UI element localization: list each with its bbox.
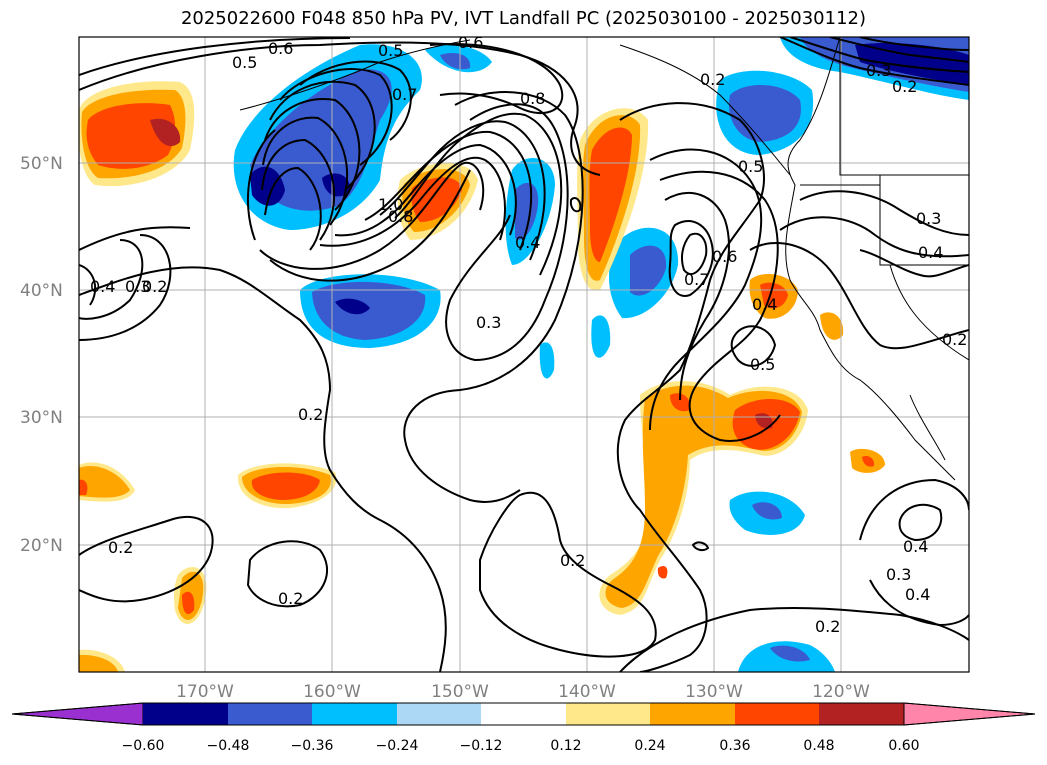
contour-label: 0.3 (886, 565, 911, 584)
longitude-labels: 170°W 160°W 150°W 140°W 130°W 120°W (176, 682, 870, 702)
contour-label: 0.4 (918, 243, 943, 262)
contour-label: 0.4 (515, 233, 540, 252)
contour-label: 0.2 (560, 551, 585, 570)
contour-label: 0.2 (278, 589, 303, 608)
colorbar-extend-max (903, 702, 1036, 726)
contour-label: 0.4 (90, 277, 115, 296)
contour-label: 0.3 (916, 209, 941, 228)
contour-label: 0.4 (903, 537, 928, 556)
colorbar: −0.60 −0.48 −0.36 −0.24 −0.12 0.12 0.24 … (11, 702, 1036, 754)
colorbar-segment (312, 703, 397, 725)
colorbar-segment (735, 703, 819, 725)
contour-label: 0.8 (520, 89, 545, 108)
lat-label: 30°N (20, 408, 63, 428)
contour-label: 0.3 (476, 313, 501, 332)
colorbar-tick-label: 0.12 (550, 738, 581, 754)
contour-label: 0.7 (684, 270, 709, 289)
colorbar-tick-label: −0.60 (122, 738, 165, 754)
contour-label: 0.2 (815, 617, 840, 636)
lat-label: 40°N (20, 281, 63, 301)
map-area (79, 37, 969, 672)
colorbar-tick-label: −0.12 (460, 738, 503, 754)
latitude-labels: 50°N 40°N 30°N 20°N (20, 154, 63, 556)
contour-label: 0.2 (108, 538, 133, 557)
colorbar-segment (143, 703, 228, 725)
lon-label: 140°W (558, 682, 616, 702)
pv-contours (79, 37, 969, 672)
colorbar-segment (228, 703, 312, 725)
contour-label: 0.6 (712, 247, 737, 266)
lon-label: 150°W (431, 682, 489, 702)
map-frame (78, 36, 970, 673)
colorbar-ticks: −0.60 −0.48 −0.36 −0.24 −0.12 0.12 0.24 … (122, 738, 920, 754)
contour-label: 0.2 (892, 77, 917, 96)
colorbar-segment (650, 703, 735, 725)
contour-label: 0.3 (125, 277, 150, 296)
coastlines (239, 37, 969, 481)
contour-label: 0.2 (700, 70, 725, 89)
contour-label: 0.5 (378, 41, 403, 60)
contour-label: 0.5 (738, 157, 763, 176)
colorbar-tick-label: −0.24 (376, 738, 419, 754)
map-title: 2025022600 F048 850 hPa PV, IVT Landfall… (180, 8, 867, 29)
contour-label: 1.0 (378, 195, 403, 214)
colorbar-segment (397, 703, 481, 725)
colorbar-tick-label: −0.48 (207, 738, 250, 754)
contour-label: 0.6 (268, 39, 293, 58)
lon-label: 170°W (176, 682, 234, 702)
contour-label: 0.2 (298, 405, 323, 424)
lon-label: 130°W (685, 682, 743, 702)
contour-labels: 0.6 0.5 0.5 0.6 0.7 0.8 1.0 0.8 0.4 0.3 … (90, 33, 967, 636)
colorbar-tick-label: 0.24 (634, 738, 665, 754)
colorbar-segment (819, 703, 904, 725)
colorbar-outline (11, 702, 1036, 726)
colorbar-tick-label: 0.48 (803, 738, 834, 754)
contour-label: 0.5 (750, 355, 775, 374)
lon-label: 160°W (303, 682, 361, 702)
lat-label: 50°N (20, 154, 63, 174)
colorbar-tick-label: 0.36 (719, 738, 750, 754)
colorbar-segment (481, 703, 566, 725)
contour-label: 0.6 (458, 33, 483, 52)
colorbar-tick-label: 0.60 (888, 738, 919, 754)
contour-label: 0.8 (388, 207, 413, 226)
contour-label: 0.2 (942, 330, 967, 349)
colorbar-tick-label: −0.36 (291, 738, 334, 754)
negative-pv-shading (233, 37, 969, 672)
lon-label: 120°W (812, 682, 870, 702)
contour-label: 0.4 (752, 295, 777, 314)
contour-label: 0.3 (866, 61, 891, 80)
contour-label: 0.5 (232, 53, 257, 72)
contour-label: 0.2 (142, 277, 167, 296)
contour-label: 0.7 (392, 85, 417, 104)
colorbar-extend-min (11, 702, 144, 726)
lat-label: 20°N (20, 536, 63, 556)
contour-label: 0.4 (905, 585, 930, 604)
colorbar-segment (566, 703, 650, 725)
